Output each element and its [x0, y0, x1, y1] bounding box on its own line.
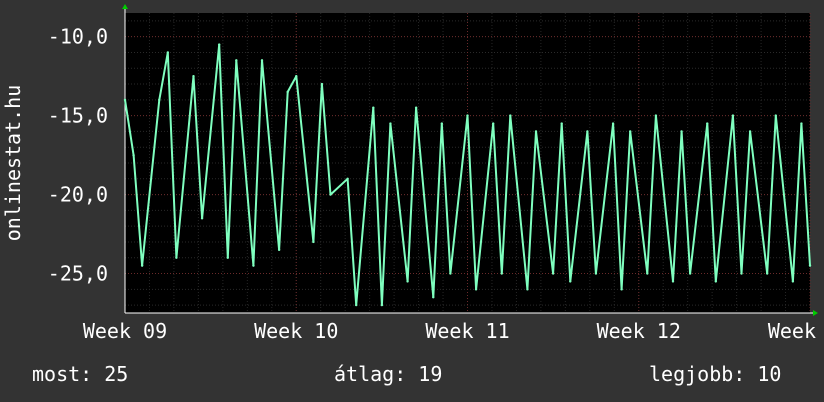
x-tick-label: Week 09 [83, 319, 167, 343]
data-point [628, 130, 632, 133]
y-tick-label: -15,0 [48, 104, 108, 128]
data-point [740, 272, 743, 275]
data-point [449, 272, 452, 275]
data-point [466, 114, 469, 117]
data-point [158, 98, 161, 102]
data-point [372, 106, 375, 109]
data-point [551, 272, 555, 275]
data-point [406, 280, 409, 283]
data-point [389, 122, 392, 125]
data-point [688, 272, 692, 275]
data-point [731, 114, 735, 117]
data-point [320, 82, 324, 86]
best-stat: legjobb: 10 [649, 362, 781, 386]
data-point [808, 264, 812, 267]
data-point [800, 122, 803, 125]
average-stat: átlag: 19 [334, 362, 442, 386]
data-point [312, 240, 315, 244]
x-tick-label: Week 13 [768, 319, 824, 343]
data-point [646, 272, 649, 275]
data-point [748, 130, 752, 133]
data-point [432, 296, 435, 299]
y-tick-label: -10,0 [48, 25, 108, 49]
data-point [671, 280, 675, 283]
data-point [791, 280, 795, 283]
x-tick-label: Week 10 [254, 319, 338, 343]
data-point [491, 122, 495, 125]
data-point [226, 256, 229, 259]
average-stat-label: átlag: [334, 362, 407, 386]
data-point [260, 59, 264, 62]
data-point [132, 153, 135, 157]
data-point [534, 130, 538, 133]
data-point [295, 74, 298, 78]
data-point [765, 272, 769, 275]
data-point [560, 122, 563, 125]
data-point [414, 106, 418, 109]
data-point [714, 280, 718, 283]
data-point [474, 288, 478, 291]
data-point [706, 122, 709, 125]
data-point [380, 303, 384, 307]
x-tick-label: Week 11 [425, 319, 509, 343]
data-point [586, 130, 589, 133]
data-point [329, 193, 332, 196]
data-point [217, 43, 221, 46]
best-stat-value: 10 [757, 362, 782, 386]
data-point [123, 98, 127, 102]
data-point [611, 122, 615, 125]
data-point [235, 59, 238, 62]
y-tick-label: -25,0 [48, 262, 108, 286]
data-point [175, 256, 178, 259]
data-point [346, 177, 349, 180]
data-point [774, 114, 777, 117]
data-point [252, 264, 255, 267]
data-point [680, 130, 683, 133]
current-stat-label: most: [32, 362, 93, 386]
data-point [594, 272, 598, 275]
data-point [654, 114, 658, 117]
data-point [140, 264, 144, 267]
y-axis-label: onlinestat.hu [1, 85, 25, 242]
y-axis-arrow [122, 4, 128, 9]
data-point [354, 303, 358, 307]
data-point [192, 74, 195, 78]
data-point [620, 288, 623, 291]
data-point [166, 51, 170, 54]
data-point [277, 248, 281, 252]
average-stat-value: 19 [418, 362, 443, 386]
data-point [200, 217, 204, 220]
data-point [509, 114, 512, 117]
data-point [526, 288, 529, 291]
y-tick-label: -20,0 [48, 183, 108, 207]
line-chart: -10,0 -15,0 -20,0 -25,0 Week 09 Week 10 Week 1… [1, 4, 824, 343]
data-point [440, 122, 444, 125]
data-point [286, 90, 289, 94]
current-stat: most: 25 [32, 362, 128, 386]
data-point [569, 280, 572, 283]
data-point [500, 272, 503, 275]
best-stat-label: legjobb: [649, 362, 746, 386]
x-axis-arrow [813, 310, 818, 316]
x-tick-label: Week 12 [597, 319, 681, 343]
current-stat-value: 25 [104, 362, 129, 386]
